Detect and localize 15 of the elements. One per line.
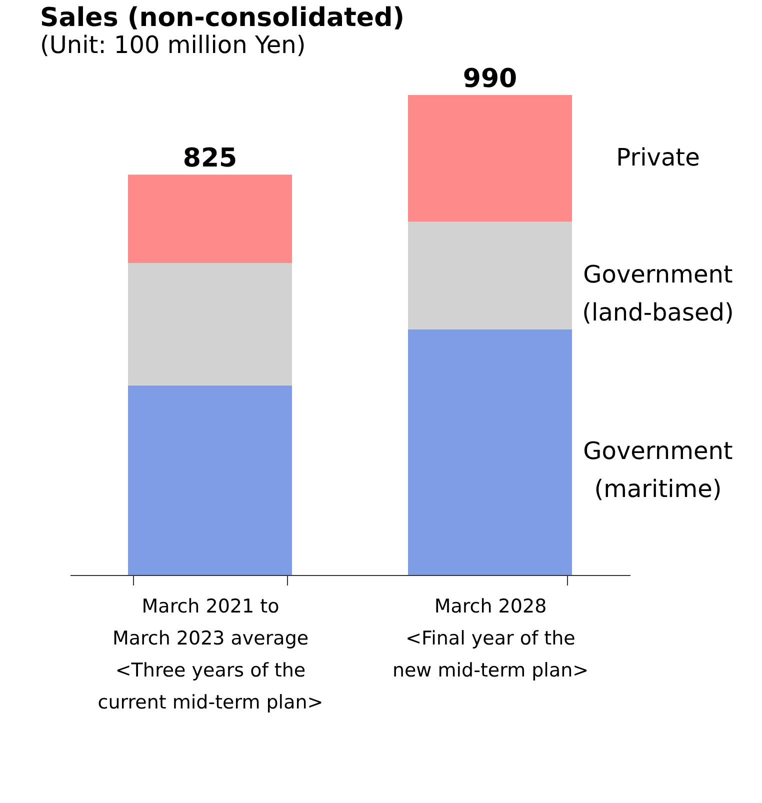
annotation: 825	[182, 144, 238, 174]
series-label: Government (land-based)	[582, 260, 734, 326]
bar	[408, 329, 572, 575]
bar	[128, 263, 292, 386]
bar	[128, 385, 292, 575]
x-tick-label: March 2021 to March 2023 average <Three years of the current mid-term plan>	[98, 596, 324, 714]
x-tick-label: March 2028 <Final year of the new mid-term plan>	[392, 596, 589, 682]
series-label: Private	[616, 143, 700, 172]
bar	[408, 222, 572, 330]
series-label: Government (maritime)	[583, 437, 733, 504]
chart-title: Sales (non-consolidated)	[40, 3, 405, 33]
text: (Unit: 100 million Yen)	[40, 31, 306, 59]
bar	[408, 95, 572, 222]
bar	[128, 174, 292, 263]
annotation: 990	[462, 64, 518, 94]
